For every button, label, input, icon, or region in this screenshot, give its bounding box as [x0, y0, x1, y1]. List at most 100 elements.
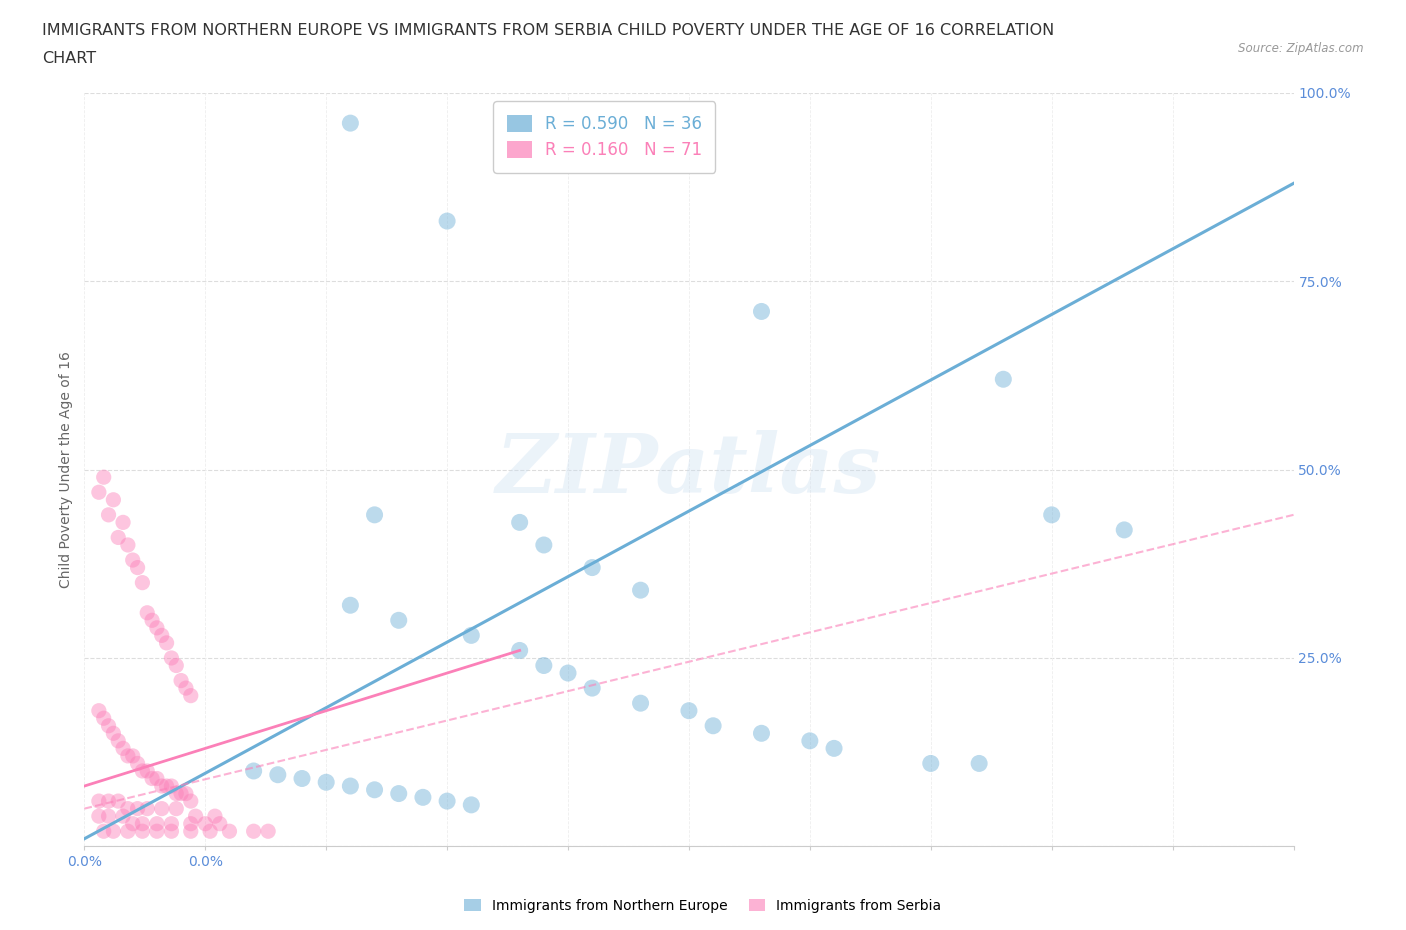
Point [141, 613, 163, 628]
Point [533, 538, 555, 552]
Text: CHART: CHART [42, 51, 96, 66]
Point [93, 711, 115, 725]
Point [117, 824, 139, 839]
Point [107, 793, 129, 808]
Point [121, 817, 143, 831]
Text: ZIPatlas: ZIPatlas [496, 430, 882, 510]
Point [174, 786, 197, 801]
Text: Source: ZipAtlas.com: Source: ZipAtlas.com [1239, 42, 1364, 55]
Point [174, 681, 197, 696]
Point [339, 115, 361, 130]
Point [131, 817, 153, 831]
Point [150, 628, 173, 643]
Point [751, 726, 773, 741]
Point [291, 771, 314, 786]
Point [993, 372, 1015, 387]
Point [1040, 508, 1063, 523]
Point [180, 824, 202, 839]
Point [117, 538, 139, 552]
Point [208, 817, 231, 831]
Point [1114, 523, 1136, 538]
Point [160, 651, 183, 666]
Point [146, 817, 169, 831]
Point [630, 583, 652, 598]
Point [412, 790, 434, 804]
Point [97, 793, 120, 808]
Point [87, 703, 110, 718]
Point [533, 658, 555, 673]
Point [267, 767, 290, 782]
Point [136, 605, 159, 620]
Point [121, 552, 143, 567]
Point [180, 793, 202, 808]
Point [460, 797, 482, 812]
Point [363, 782, 385, 797]
Point [799, 734, 821, 749]
Point [131, 764, 153, 778]
Point [127, 802, 149, 817]
Point [160, 778, 183, 793]
Point [920, 756, 942, 771]
Point [107, 734, 129, 749]
Point [194, 817, 217, 831]
Point [242, 764, 264, 778]
Point [117, 749, 139, 764]
Point [141, 771, 163, 786]
Point [363, 508, 385, 523]
Point [509, 643, 531, 658]
Point [678, 703, 700, 718]
Point [967, 756, 990, 771]
Point [146, 771, 169, 786]
Point [436, 793, 458, 808]
Point [150, 778, 173, 793]
Point [146, 620, 169, 635]
Point [107, 530, 129, 545]
Point [131, 824, 153, 839]
Point [93, 824, 115, 839]
Point [460, 628, 482, 643]
Point [112, 515, 135, 530]
Point [180, 688, 202, 703]
Point [630, 696, 652, 711]
Point [136, 764, 159, 778]
Point [131, 575, 153, 591]
Point [823, 741, 845, 756]
Point [180, 817, 202, 831]
Point [121, 749, 143, 764]
Point [198, 824, 221, 839]
Point [702, 718, 724, 733]
Point [93, 470, 115, 485]
Y-axis label: Child Poverty Under the Age of 16: Child Poverty Under the Age of 16 [59, 352, 73, 588]
Point [136, 802, 159, 817]
Point [242, 824, 264, 839]
Point [155, 635, 177, 650]
Point [112, 809, 135, 824]
Point [112, 741, 135, 756]
Point [160, 817, 183, 831]
Point [165, 658, 187, 673]
Point [184, 809, 207, 824]
Point [165, 786, 187, 801]
Point [87, 809, 110, 824]
Point [97, 508, 120, 523]
Point [127, 560, 149, 575]
Legend: R = 0.590   N = 36, R = 0.160   N = 71: R = 0.590 N = 36, R = 0.160 N = 71 [494, 101, 716, 173]
Point [557, 666, 579, 681]
Point [257, 824, 280, 839]
Point [751, 304, 773, 319]
Point [165, 802, 187, 817]
Point [160, 824, 183, 839]
Text: IMMIGRANTS FROM NORTHERN EUROPE VS IMMIGRANTS FROM SERBIA CHILD POVERTY UNDER TH: IMMIGRANTS FROM NORTHERN EUROPE VS IMMIG… [42, 23, 1054, 38]
Point [103, 824, 125, 839]
Legend: Immigrants from Northern Europe, Immigrants from Serbia: Immigrants from Northern Europe, Immigra… [458, 894, 948, 919]
Point [97, 809, 120, 824]
Point [218, 824, 240, 839]
Point [581, 560, 603, 575]
Point [97, 718, 120, 733]
Point [127, 756, 149, 771]
Point [103, 492, 125, 507]
Point [388, 613, 411, 628]
Point [146, 824, 169, 839]
Point [117, 802, 139, 817]
Point [87, 485, 110, 499]
